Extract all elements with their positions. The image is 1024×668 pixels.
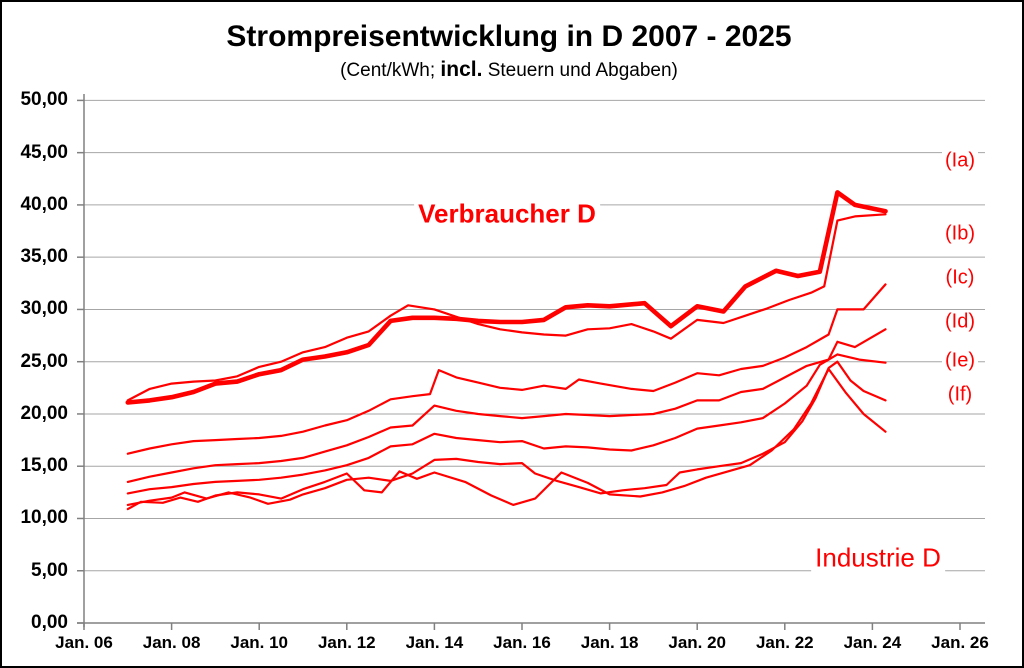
x-tick-label-2024: Jan. 24 bbox=[843, 633, 902, 652]
series-label-if: (If) bbox=[944, 383, 976, 407]
y-tick-label-35: 35,00 bbox=[20, 246, 68, 268]
series-line-if bbox=[126, 360, 887, 506]
series-label-ic: (Ic) bbox=[942, 266, 978, 290]
series-line-industrie-unlabeled bbox=[126, 367, 887, 511]
y-tick-label-0: 0,00 bbox=[31, 612, 68, 633]
y-tick-label-50: 50,00 bbox=[20, 89, 68, 111]
series-label-ib: (Ib) bbox=[942, 222, 978, 246]
series-line-ia bbox=[125, 190, 888, 405]
x-tick-label-2014: Jan. 14 bbox=[405, 633, 464, 652]
y-tick-label-10: 10,00 bbox=[20, 507, 68, 529]
series-line-id bbox=[126, 328, 887, 483]
subtitle-bold-incl: incl. bbox=[440, 58, 483, 81]
x-tick-label-2026: Jan. 26 bbox=[931, 633, 989, 652]
series-label-ie: (Ie) bbox=[942, 349, 978, 373]
y-tick-label-20: 20,00 bbox=[20, 402, 68, 424]
y-tick-label-15: 15,00 bbox=[20, 455, 68, 477]
series-line-ie bbox=[126, 353, 887, 495]
y-tick-label-5: 5,00 bbox=[31, 559, 68, 581]
x-tick-label-2018: Jan. 18 bbox=[580, 633, 639, 652]
y-tick-label-30: 30,00 bbox=[20, 298, 68, 320]
group-label-verbraucher: Verbraucher D bbox=[414, 198, 600, 230]
subtitle-suffix: Steuern und Abgaben) bbox=[482, 60, 678, 81]
series-label-id: (Id) bbox=[942, 310, 978, 334]
x-tick-label-2016: Jan. 16 bbox=[493, 633, 551, 652]
x-tick-label-2008: Jan. 08 bbox=[142, 633, 201, 652]
x-tick-label-2022: Jan. 22 bbox=[755, 633, 814, 652]
x-tick-label-2010: Jan. 10 bbox=[230, 633, 289, 652]
y-tick-label-45: 45,00 bbox=[20, 141, 68, 163]
subtitle-prefix: (Cent/kWh; bbox=[340, 60, 441, 81]
y-tick-label-40: 40,00 bbox=[20, 193, 68, 215]
series-label-ia: (Ia) bbox=[942, 149, 978, 173]
chart-subtitle: (Cent/kWh; incl. Steuern und Abgaben) bbox=[2, 58, 1016, 82]
series-line-ib bbox=[126, 213, 887, 402]
x-tick-label-2006: Jan. 06 bbox=[55, 633, 113, 652]
y-tick-label-25: 25,00 bbox=[20, 350, 68, 372]
x-tick-label-2020: Jan. 20 bbox=[668, 633, 727, 652]
series-line-ic bbox=[126, 283, 887, 455]
x-tick-label-2012: Jan. 12 bbox=[317, 633, 376, 652]
group-label-industrie: Industrie D bbox=[811, 542, 945, 574]
chart-title: Strompreisentwicklung in D 2007 - 2025 bbox=[226, 20, 792, 53]
